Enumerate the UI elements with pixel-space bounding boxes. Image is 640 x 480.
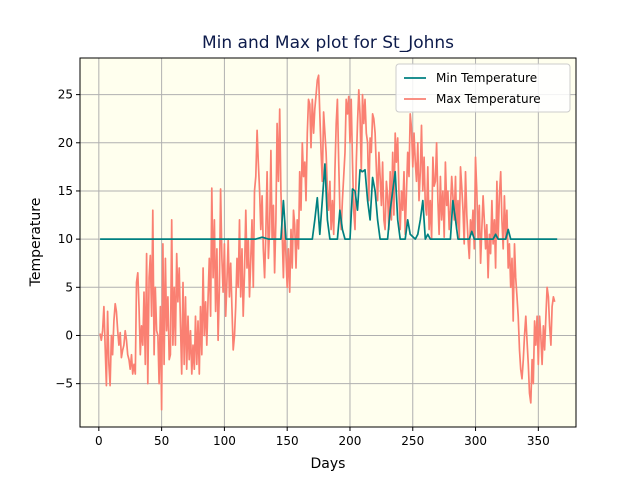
plot-area (80, 58, 576, 427)
y-tick-label: 5 (65, 280, 73, 294)
x-tick-label: 150 (276, 434, 299, 448)
y-tick-label: 0 (65, 328, 73, 342)
series-line-min-temperature (100, 163, 558, 240)
legend-box (395, 63, 571, 113)
series-layer (99, 74, 558, 411)
x-axis-label: Days (311, 456, 346, 472)
y-tick-label: 10 (58, 232, 73, 246)
x-tick-label: 0 (95, 434, 103, 448)
y-tick-label: 25 (58, 88, 73, 102)
legend-label: Min Temperature (436, 71, 537, 85)
plot-frame (79, 57, 577, 428)
x-tick-label: 350 (527, 434, 550, 448)
y-tick-label: −5 (55, 377, 73, 391)
legend: Min Temperature Max Temperature (395, 63, 571, 113)
x-tick-label: 250 (401, 434, 424, 448)
y-axis-label: Temperature (28, 198, 44, 288)
legend-label: Max Temperature (436, 92, 541, 106)
x-tick-label: 300 (464, 434, 487, 448)
x-axis: 0 50 100 150 200 250 300 350 (95, 427, 550, 448)
y-axis: −5 0 5 10 15 20 25 (55, 88, 80, 391)
x-tick-label: 50 (154, 434, 169, 448)
x-tick-label: 100 (213, 434, 236, 448)
y-tick-label: 15 (58, 184, 73, 198)
chart-title: Min and Max plot for St_Johns (202, 33, 454, 53)
x-tick-label: 200 (339, 434, 362, 448)
y-tick-label: 20 (58, 136, 73, 150)
series-line-max-temperature (99, 74, 556, 411)
